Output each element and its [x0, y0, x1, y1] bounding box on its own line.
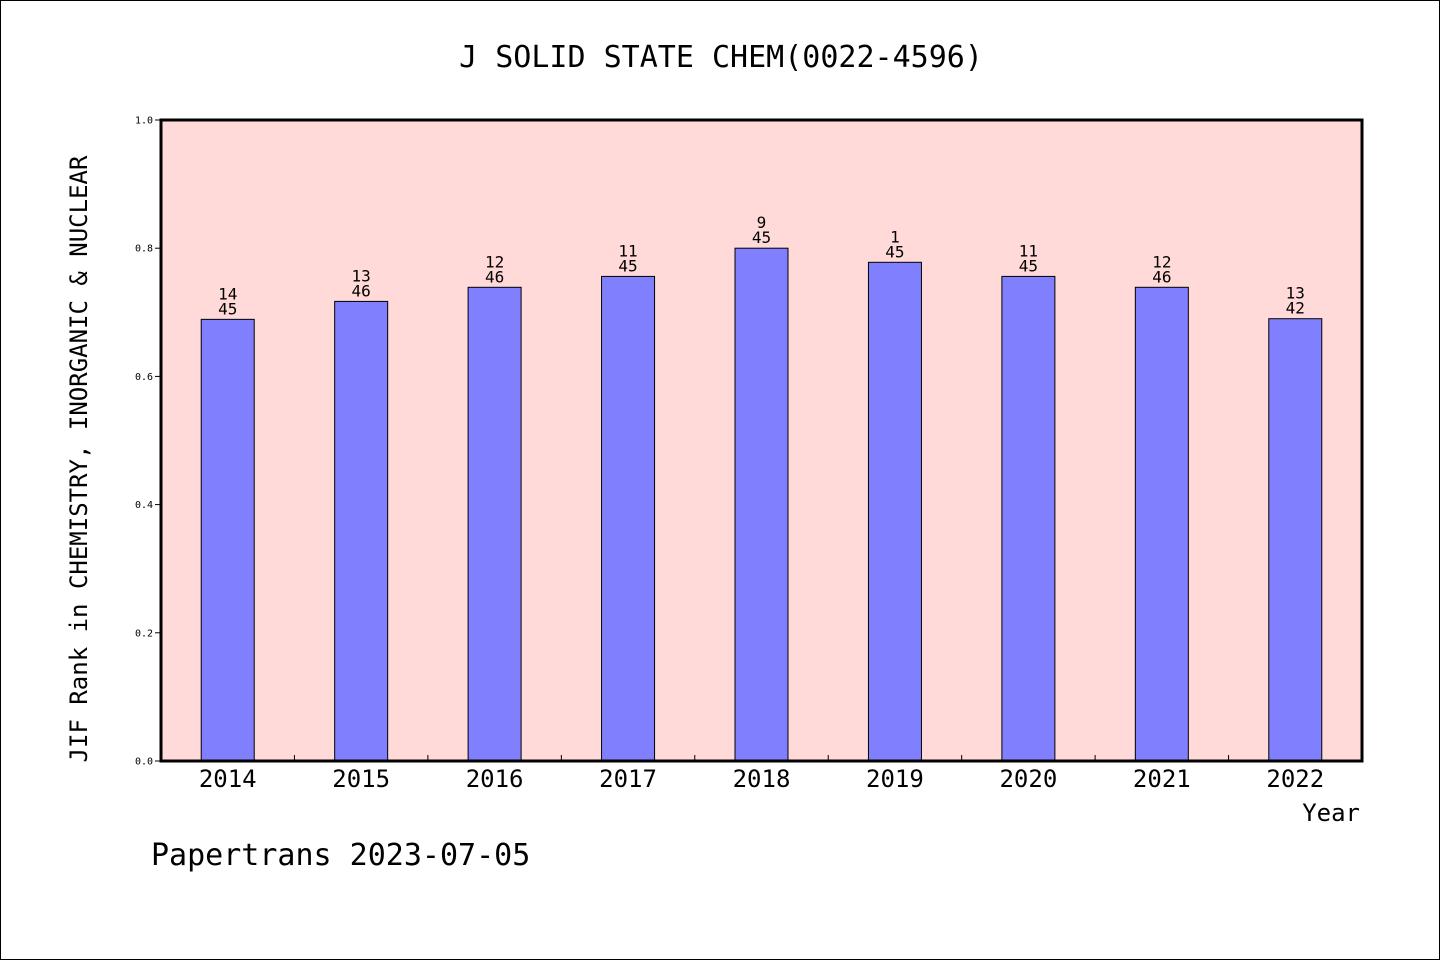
x-tick-label-2017: 2017: [599, 765, 657, 793]
rank-label-2017: 11: [618, 241, 637, 260]
total-label-2021: 46: [1152, 267, 1171, 286]
y-tick-label: 0.8: [135, 244, 153, 255]
total-label-2019: 45: [885, 242, 904, 261]
total-label-2018: 45: [752, 228, 771, 247]
total-label-2020: 45: [1019, 256, 1038, 275]
y-tick-label: 0.6: [135, 372, 153, 383]
bar-2014: [200, 318, 255, 762]
x-tick-label-2021: 2021: [1133, 765, 1191, 793]
rank-label-2016: 12: [485, 252, 504, 271]
x-tick-label-2016: 2016: [466, 765, 524, 793]
rank-label-2021: 12: [1152, 252, 1171, 271]
rank-label-2020: 11: [1019, 241, 1038, 260]
x-axis: 2014 2015 2016 2017 2018 2019 2020 2021 2022: [199, 765, 1324, 793]
y-tick-label: 0.0: [135, 757, 153, 768]
rank-label-2022: 13: [1286, 284, 1305, 303]
total-label-2017: 45: [618, 256, 637, 275]
x-tick-label-2018: 2018: [733, 765, 791, 793]
x-tick-label-2022: 2022: [1266, 765, 1324, 793]
chart-title: J SOLID STATE CHEM(0022-4596): [459, 40, 983, 75]
total-label-2022: 42: [1286, 299, 1305, 318]
total-label-2015: 46: [352, 281, 371, 300]
bar-2020: [1001, 275, 1056, 762]
rank-label-2014: 14: [218, 284, 237, 303]
bar-2016: [467, 286, 522, 762]
y-tick-label: 0.2: [135, 628, 153, 639]
x-tick-label-2015: 2015: [332, 765, 390, 793]
bar-2017: [601, 275, 656, 762]
x-tick-label-2019: 2019: [866, 765, 924, 793]
bar-2018: [734, 247, 789, 762]
rank-label-2018: 9: [757, 213, 767, 232]
total-label-2014: 45: [218, 299, 237, 318]
rank-label-2019: 1: [890, 227, 900, 246]
bar-2015: [334, 300, 389, 762]
bars: [200, 247, 1323, 762]
plot-border: [159, 118, 1364, 763]
y-tick-label: 1.0: [135, 116, 153, 127]
y-axis: 0.0 0.2 0.4 0.6 0.8 1.0: [135, 116, 161, 768]
bar-2021: [1134, 286, 1189, 762]
y-tick-label: 0.4: [135, 500, 153, 511]
total-label-2016: 46: [485, 267, 504, 286]
x-tick-label-2020: 2020: [999, 765, 1057, 793]
bar-2022: [1268, 318, 1323, 762]
bar-2019: [867, 261, 922, 762]
y-axis-label: JIF Rank in CHEMISTRY, INORGANIC & NUCLE…: [65, 155, 93, 762]
x-axis-label: Year: [1302, 799, 1360, 827]
footer-credit: Papertrans 2023-07-05: [151, 838, 530, 873]
rank-label-2015: 13: [352, 266, 371, 285]
x-tick-label-2014: 2014: [199, 765, 257, 793]
